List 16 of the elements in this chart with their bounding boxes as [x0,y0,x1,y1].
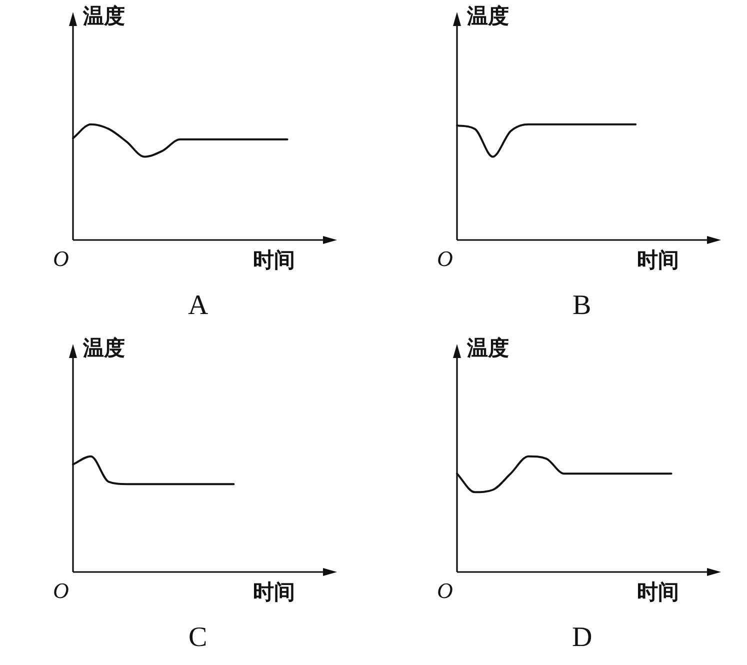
text: D [572,622,592,654]
text: O [53,246,69,272]
text: O [437,246,453,272]
y-axis-title: 温度 [83,3,125,30]
text: A [188,290,208,322]
text: O [53,578,69,604]
y-axis-title: 温度 [467,335,509,362]
y-axis-title: 温度 [83,335,125,362]
x-axis-title: 时间 [637,579,679,606]
x-axis-title: 时间 [253,247,295,274]
text: O [437,578,453,604]
text: B [572,290,592,322]
text: C [188,622,208,654]
x-axis-title: 时间 [253,579,295,606]
x-axis-title: 时间 [637,247,679,274]
y-axis-title: 温度 [467,3,509,30]
